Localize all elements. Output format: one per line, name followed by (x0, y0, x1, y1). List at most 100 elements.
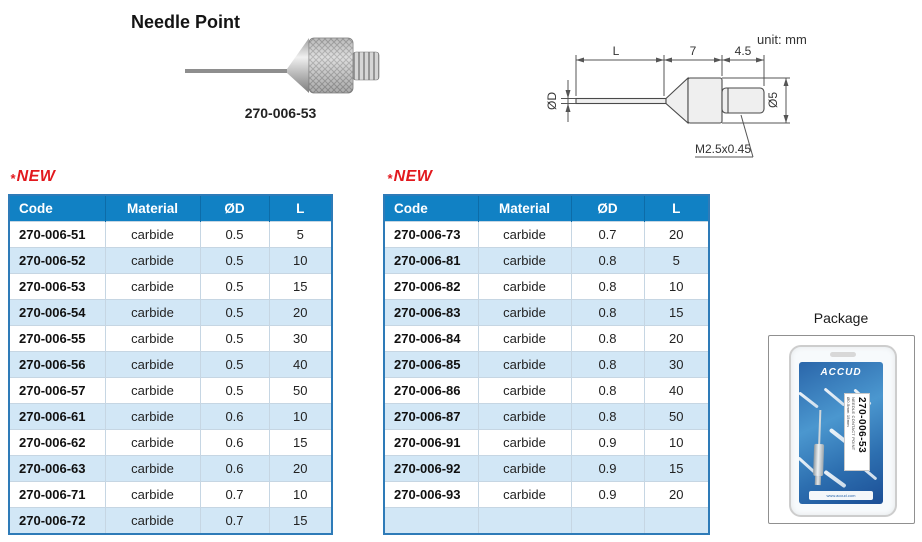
diagram-thread (721, 87, 765, 114)
l-cell: 15 (268, 273, 333, 300)
table-row: 270-006-84 carbide 0.8 20 (383, 325, 710, 352)
od-cell: 0.9 (570, 481, 645, 508)
l-cell: 15 (268, 429, 333, 456)
new-star-icon: * (10, 171, 16, 186)
l-cell: 10 (268, 481, 333, 508)
l-cell: 40 (643, 377, 710, 404)
table-row: 270-006-86 carbide 0.8 40 (383, 377, 710, 404)
pack-pin-graphic (799, 391, 819, 409)
l-cell: 50 (643, 403, 710, 430)
column-header-l: L (268, 195, 332, 222)
od-cell: 0.5 (199, 221, 270, 248)
material-cell: carbide (477, 325, 572, 352)
technical-diagram: L 7 4.5 ØD Ø5 M2.5x0.45 (545, 44, 790, 158)
table-row (383, 507, 710, 535)
material-cell: carbide (477, 481, 572, 508)
unit-label: unit: mm (757, 32, 807, 47)
table-row: 270-006-87 carbide 0.8 50 (383, 403, 710, 430)
new-badge-label: NEW (16, 168, 56, 185)
material-cell: carbide (104, 455, 201, 482)
l-cell: 10 (643, 273, 710, 300)
product-photo (185, 37, 380, 94)
l-cell: 10 (643, 429, 710, 456)
code-cell: 270-006-61 (8, 403, 106, 430)
code-cell: 270-006-86 (383, 377, 479, 404)
code-cell (383, 507, 479, 535)
code-cell: 270-006-81 (383, 247, 479, 274)
l-cell: 30 (268, 325, 333, 352)
table-row: 270-006-56 carbide 0.5 40 (8, 351, 333, 378)
photo-needle (185, 69, 287, 73)
table-row: 270-006-71 carbide 0.7 10 (8, 481, 333, 508)
od-cell: 0.8 (570, 403, 645, 430)
package-desc-line2: Ø0.5mm 15mm (846, 397, 852, 427)
l-cell: 5 (268, 221, 333, 248)
column-header-code: Code (9, 195, 105, 222)
blister-pack: ACCUD 270-006-53 NEEDLE CONTACT POINT Ø0… (789, 345, 897, 517)
diagram-needle (575, 97, 667, 105)
l-cell: 10 (268, 403, 333, 430)
package-card: ACCUD 270-006-53 NEEDLE CONTACT POINT Ø0… (799, 362, 883, 504)
product-photo-caption: 270-006-53 (244, 105, 317, 121)
material-cell: carbide (477, 429, 572, 456)
od-cell (570, 507, 645, 535)
table-row: 270-006-52 carbide 0.5 10 (8, 247, 333, 274)
table-row: 270-006-53 carbide 0.5 15 (8, 273, 333, 300)
material-cell: carbide (104, 481, 201, 508)
dim-label-4-5: 4.5 (735, 44, 752, 58)
od-cell: 0.6 (199, 429, 270, 456)
l-cell: 20 (643, 481, 710, 508)
column-header-od: ØD (570, 195, 644, 222)
code-cell: 270-006-73 (383, 221, 479, 248)
od-cell: 0.8 (570, 247, 645, 274)
table-row: 270-006-83 carbide 0.8 15 (383, 299, 710, 326)
spec-table-right: Code Material ØD L 270-006-73 carbide 0.7 2… (383, 194, 710, 535)
od-cell: 0.6 (199, 455, 270, 482)
material-cell: carbide (104, 403, 201, 430)
dim-label-L: L (613, 44, 620, 58)
code-cell: 270-006-84 (383, 325, 479, 352)
new-badge-right: *NEW (387, 168, 432, 186)
code-cell: 270-006-82 (383, 273, 479, 300)
od-cell: 0.5 (199, 247, 270, 274)
code-cell: 270-006-92 (383, 455, 479, 482)
dimension-arrows (565, 57, 789, 123)
material-cell: carbide (477, 221, 572, 248)
material-cell: carbide (477, 455, 572, 482)
od-cell: 0.8 (570, 377, 645, 404)
hang-slot (830, 352, 856, 357)
table-row: 270-006-54 carbide 0.5 20 (8, 299, 333, 326)
l-cell: 15 (643, 299, 710, 326)
od-cell: 0.5 (199, 325, 270, 352)
material-cell: carbide (104, 221, 201, 248)
od-cell: 0.8 (570, 325, 645, 352)
od-cell: 0.7 (199, 507, 270, 535)
od-cell: 0.8 (570, 273, 645, 300)
l-cell: 15 (268, 507, 333, 535)
column-header-od: ØD (199, 195, 269, 222)
od-cell: 0.7 (199, 481, 270, 508)
material-cell: carbide (477, 377, 572, 404)
code-cell: 270-006-83 (383, 299, 479, 326)
l-cell: 15 (643, 455, 710, 482)
code-cell: 270-006-55 (8, 325, 106, 352)
table-row: 270-006-61 carbide 0.6 10 (8, 403, 333, 430)
code-cell: 270-006-54 (8, 299, 106, 326)
material-cell: carbide (104, 273, 201, 300)
code-cell: 270-006-71 (8, 481, 106, 508)
od-cell: 0.5 (199, 273, 270, 300)
package-code: 270-006-53 (856, 397, 868, 454)
table-row: 270-006-73 carbide 0.7 20 (383, 221, 710, 248)
packed-needle (818, 409, 822, 445)
code-cell: 270-006-93 (383, 481, 479, 508)
code-cell: 270-006-72 (8, 507, 106, 535)
code-cell: 270-006-56 (8, 351, 106, 378)
new-badge-label: NEW (393, 168, 433, 185)
package-box: ACCUD 270-006-53 NEEDLE CONTACT POINT Ø0… (768, 335, 915, 524)
material-cell: carbide (104, 247, 201, 274)
l-cell: 5 (643, 247, 710, 274)
l-cell: 20 (643, 325, 710, 352)
package-code-label: 270-006-53 NEEDLE CONTACT POINT Ø0.5mm 1… (844, 393, 870, 471)
table-row: 270-006-62 carbide 0.6 15 (8, 429, 333, 456)
